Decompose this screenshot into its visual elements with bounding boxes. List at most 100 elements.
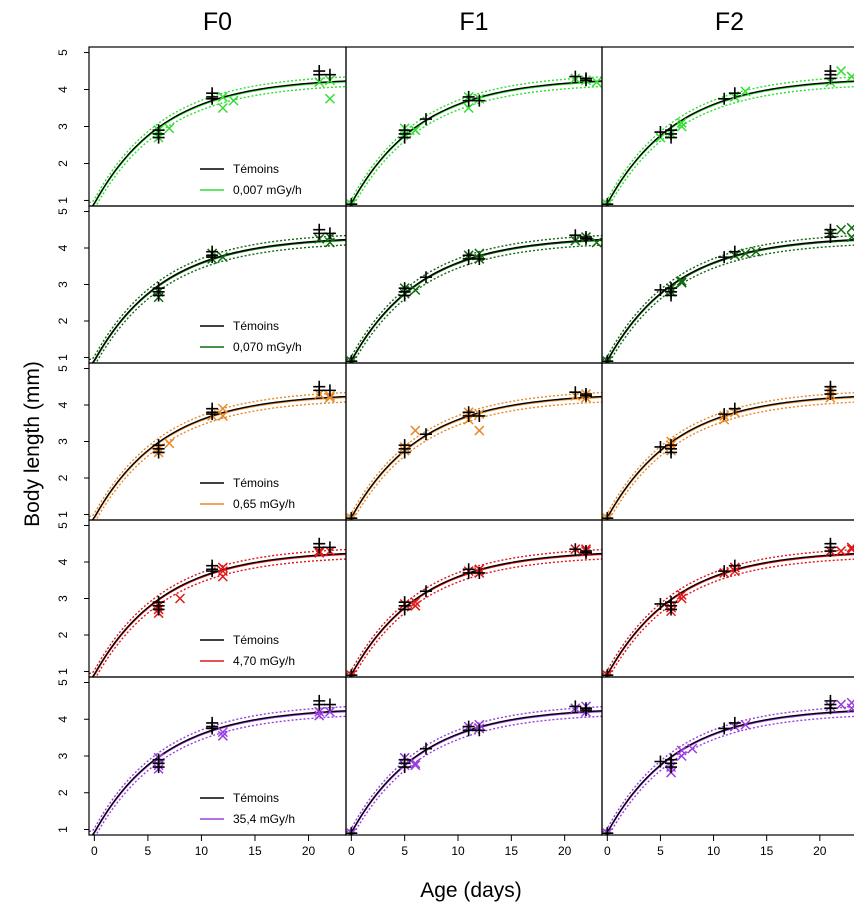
control-fit-curve	[346, 710, 602, 835]
exposed-point	[836, 546, 847, 557]
y-tick-label: 4	[56, 86, 70, 93]
control-point	[473, 566, 486, 579]
exposed-point	[846, 697, 854, 708]
control-point	[420, 428, 432, 441]
panel-2-2	[602, 380, 854, 520]
confidence-band-upper	[89, 391, 346, 518]
control-fit-curve	[602, 553, 854, 677]
panel-1-1	[346, 229, 602, 363]
x-tick-label: 20	[813, 844, 827, 858]
y-tick-label: 4	[56, 244, 70, 251]
control-point	[473, 252, 486, 265]
panel-frame	[345, 46, 603, 207]
exposed-point	[217, 571, 228, 582]
confidence-band-lower	[608, 244, 854, 363]
control-point	[313, 541, 326, 554]
control-point	[323, 227, 336, 240]
confidence-band-upper	[89, 234, 346, 361]
control-point	[152, 446, 165, 459]
exposed-point	[591, 77, 602, 88]
exposed-point	[676, 589, 687, 600]
confidence-band-lower	[352, 85, 602, 206]
x-tick-label: 0	[604, 844, 611, 858]
confidence-band-upper	[602, 234, 854, 361]
control-point	[654, 440, 667, 453]
control-point	[323, 68, 336, 81]
control-point	[473, 409, 486, 422]
x-tick-label: 0	[348, 844, 355, 858]
confidence-band-lower	[608, 715, 854, 835]
exposed-point	[217, 562, 228, 573]
y-tick-label: 4	[56, 558, 70, 565]
control-point	[654, 755, 667, 768]
control-point	[665, 761, 678, 774]
x-tick-label: 5	[401, 844, 408, 858]
exposed-point	[836, 66, 847, 77]
confidence-band-lower	[95, 715, 346, 835]
panel-3-1	[346, 543, 602, 677]
panel-2-1	[346, 386, 602, 520]
control-point	[569, 229, 582, 242]
exposed-fit-curve	[91, 239, 346, 363]
exposed-point	[314, 710, 325, 721]
exposed-point	[463, 102, 474, 114]
y-tick-label: 3	[56, 752, 70, 759]
control-point	[206, 408, 219, 421]
exposed-point	[676, 121, 687, 132]
exposed-fit-curve	[604, 81, 854, 206]
control-point	[580, 74, 592, 87]
confidence-band-upper	[346, 391, 602, 518]
exposed-point	[591, 237, 602, 248]
panel-frame	[345, 676, 603, 836]
x-tick-label: 20	[302, 844, 316, 858]
control-point	[206, 92, 219, 105]
control-point	[473, 94, 486, 107]
legend-exposed-label: 0,007 mGy/h	[233, 183, 302, 197]
column-title-f2: F2	[715, 8, 744, 36]
exposed-point	[174, 593, 186, 604]
exposed-fit-curve	[91, 710, 346, 835]
legend-control-label: Témoins	[233, 633, 279, 647]
control-point	[718, 722, 731, 735]
control-point	[462, 566, 475, 579]
y-tick-label: 1	[56, 354, 70, 361]
exposed-point	[687, 743, 698, 754]
control-point	[654, 283, 667, 296]
control-point	[728, 87, 741, 100]
x-tick-label: 15	[505, 844, 519, 858]
y-tick-label: 4	[56, 716, 70, 723]
control-point	[346, 827, 358, 835]
control-point	[665, 131, 678, 144]
control-fit-curve	[346, 552, 602, 677]
control-point	[346, 669, 358, 677]
confidence-band-upper	[89, 76, 346, 203]
control-fit-curve	[602, 80, 854, 206]
y-tick-label: 3	[56, 123, 70, 130]
control-point	[313, 384, 326, 397]
y-tick-label: 5	[56, 365, 70, 372]
x-tick-label: 10	[195, 844, 209, 858]
panel-frame	[601, 676, 854, 836]
y-tick-label: 3	[56, 281, 70, 288]
control-point	[462, 94, 475, 107]
control-point	[398, 131, 411, 144]
x-tick-label: 15	[760, 844, 774, 858]
legend-exposed-label: 4,70 mGy/h	[233, 654, 295, 668]
control-point	[313, 227, 326, 240]
y-tick-label: 5	[56, 522, 70, 529]
confidence-band-upper	[602, 391, 854, 518]
exposed-point	[324, 706, 335, 717]
legend-control-label: Témoins	[233, 791, 279, 805]
exposed-point	[846, 222, 854, 233]
confidence-band-lower	[608, 558, 854, 677]
exposed-point	[164, 123, 175, 134]
panel-frame	[345, 362, 603, 521]
control-point	[654, 126, 667, 139]
control-point	[718, 408, 731, 421]
control-point	[206, 251, 219, 264]
confidence-band-lower	[95, 244, 346, 363]
y-tick-label: 5	[56, 679, 70, 686]
legend-exposed-label: 0,070 mGy/h	[233, 340, 302, 354]
exposed-point	[676, 745, 687, 756]
